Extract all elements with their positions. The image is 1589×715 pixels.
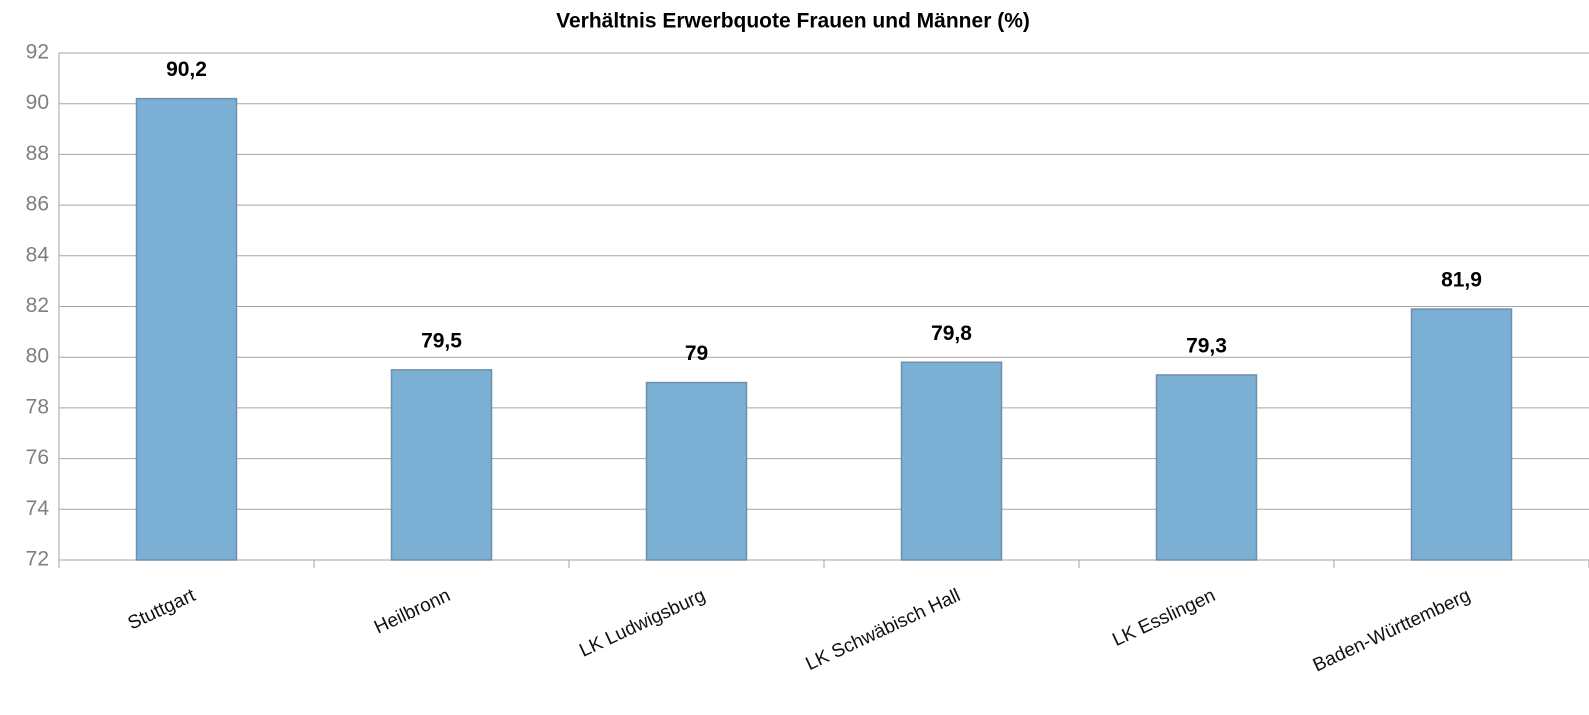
data-label: 90,2 <box>166 58 207 81</box>
y-tick-label: 72 <box>26 548 49 571</box>
y-tick-label: 90 <box>26 91 49 114</box>
data-label: 79,3 <box>1186 334 1227 357</box>
chart-title: Verhältnis Erwerbquote Frauen und Männer… <box>556 10 1030 33</box>
bar <box>390 369 493 561</box>
y-tick-label: 76 <box>26 446 49 469</box>
y-tick-label: 74 <box>26 497 50 520</box>
data-label: 79,5 <box>421 329 462 352</box>
y-tick-label: 86 <box>26 193 49 216</box>
data-label: 79,8 <box>931 322 972 345</box>
y-tick-label: 92 <box>26 41 49 64</box>
bar <box>645 381 748 561</box>
data-label: 79 <box>685 342 708 365</box>
data-label: 81,9 <box>1441 269 1482 292</box>
bar <box>1410 308 1513 561</box>
x-tick-label: LK Schwäbisch Hall <box>803 585 964 675</box>
y-tick-label: 84 <box>26 243 50 266</box>
y-tick-label: 78 <box>26 395 49 418</box>
x-tick-label: LK Esslingen <box>1109 585 1218 651</box>
x-tick-label: Heilbronn <box>371 585 454 638</box>
bar <box>135 97 238 561</box>
x-tick-label: Stuttgart <box>125 585 200 635</box>
x-tick-label: Baden-Württemberg <box>1310 585 1474 676</box>
bar <box>1155 374 1258 561</box>
bar <box>900 361 1003 561</box>
y-tick-label: 80 <box>26 345 49 368</box>
y-tick-label: 82 <box>26 294 49 317</box>
y-tick-label: 88 <box>26 142 49 165</box>
x-tick-label: LK Ludwigsburg <box>576 585 708 662</box>
